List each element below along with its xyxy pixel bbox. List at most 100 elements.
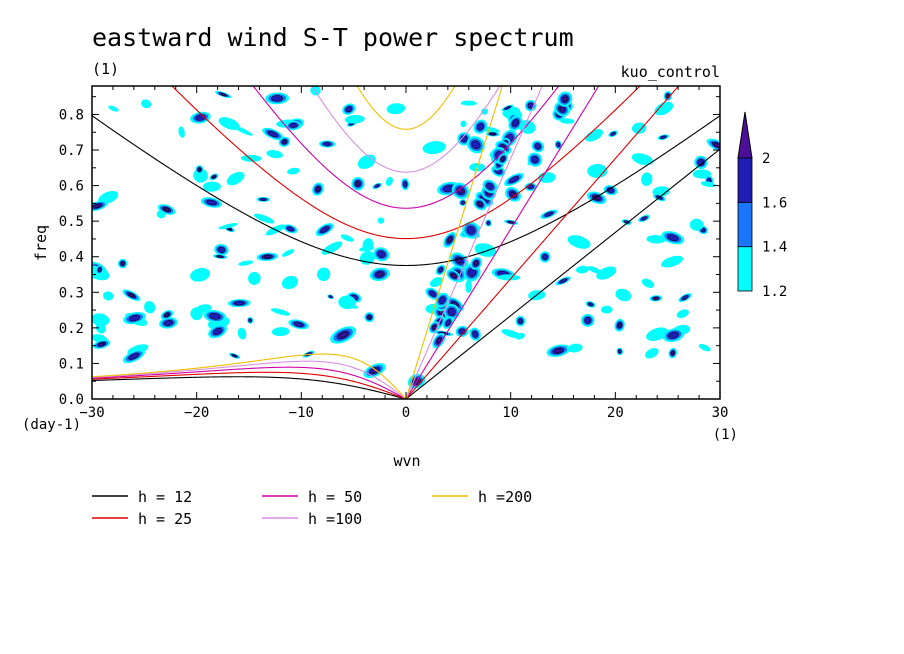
power-blob [285, 120, 302, 131]
power-blob [587, 191, 607, 205]
y-axis-unit: (day-1) [22, 417, 81, 433]
x-axis-title: wvn [393, 452, 420, 470]
power-blob [482, 179, 498, 194]
power-blob [190, 268, 211, 282]
colorbar-segment [737, 201, 753, 248]
power-blob [312, 182, 324, 196]
dispersion-curve [92, 360, 406, 399]
power-blob [469, 327, 481, 341]
power-blob [208, 324, 228, 339]
power-blob [443, 232, 457, 248]
dispersion-curve [92, 371, 406, 399]
dispersion-curves [92, 86, 720, 399]
power-blob [228, 352, 241, 359]
power-blob [649, 295, 663, 302]
power-blob [98, 190, 119, 205]
power-blob [641, 278, 655, 288]
dispersion-curve [311, 86, 501, 173]
x-tick-label: 20 [607, 405, 624, 421]
power-blob [531, 140, 545, 153]
power-blob [481, 108, 488, 115]
power-blob [657, 134, 670, 140]
power-blob [485, 131, 500, 137]
power-blob [278, 136, 291, 147]
chart-subtitle-right: kuo_control [621, 63, 720, 81]
power-blob [317, 267, 331, 282]
power-blob [214, 90, 232, 99]
power-blob [435, 292, 450, 308]
power-blob [202, 181, 221, 192]
power-blob [108, 105, 119, 112]
dispersion-curve [92, 353, 406, 399]
dispersion-curve [171, 86, 641, 240]
power-blob [676, 309, 689, 319]
power-blob [631, 153, 654, 166]
power-blob [527, 152, 543, 167]
power-blob [700, 181, 716, 188]
power-blob [460, 120, 467, 128]
x-tick-label: 30 [712, 405, 729, 421]
power-blob [706, 138, 720, 152]
power-blob [209, 173, 219, 181]
power-blob [422, 141, 446, 155]
y-axis-title: freq [32, 225, 50, 261]
power-blob [443, 304, 460, 320]
power-blob [265, 92, 290, 105]
power-blob [600, 305, 613, 314]
power-blob [557, 91, 573, 107]
power-blob [515, 315, 526, 327]
y-tick-label: 0.7 [59, 143, 84, 159]
power-blob [615, 288, 632, 302]
power-blob [661, 255, 684, 268]
power-blob [663, 90, 672, 101]
power-blob [270, 308, 291, 316]
power-blob [159, 317, 178, 329]
power-blob [344, 114, 365, 124]
power-blob [646, 327, 669, 341]
power-blob [351, 176, 365, 191]
power-blob [608, 130, 618, 138]
x-tick-label: −10 [289, 405, 314, 421]
power-blob [196, 304, 212, 313]
power-blob [282, 249, 295, 257]
power-blob [377, 217, 385, 224]
power-blob [214, 244, 229, 256]
power-blob [504, 186, 522, 202]
x-tick-label: 0 [402, 405, 410, 421]
power-blob [596, 266, 617, 280]
colorbar-segment [737, 246, 753, 292]
power-blob [364, 312, 375, 323]
power-blob [203, 309, 227, 323]
power-blob [218, 223, 238, 230]
power-blob [614, 318, 625, 332]
colorbar-label: 1.6 [762, 195, 787, 211]
axis-tick-labels: −30 −20 −10 0 10 20 30 0.0 0.1 0.2 0.3 0.4 0.5 0.6 0.7… [59, 107, 729, 421]
dispersion-curve [356, 86, 456, 130]
power-blob [504, 172, 524, 187]
legend-entry: h =100 [308, 510, 362, 528]
power-blob [631, 122, 647, 134]
power-blob [641, 172, 653, 187]
power-blob [501, 104, 514, 112]
power-blob [256, 252, 279, 261]
power-blob [585, 129, 604, 142]
power-blob [401, 178, 410, 191]
power-blob [546, 344, 571, 357]
legend-entry: h = 12 [138, 488, 192, 506]
power-blob [465, 279, 472, 293]
y-tick-label: 0.4 [59, 250, 84, 266]
plot-frame [91, 85, 721, 400]
y-tick-label: 0.2 [59, 321, 84, 337]
legend-entry: h =200 [478, 488, 532, 506]
power-blob [698, 343, 711, 352]
power-blob [288, 319, 309, 330]
power-blob [538, 172, 556, 183]
power-blob [122, 349, 145, 364]
power-blob [262, 127, 284, 141]
y-tick-label: 0.0 [59, 392, 84, 408]
power-blob [473, 119, 488, 134]
chart-subtitle-left: (1) [92, 60, 119, 78]
colorbar-arrow [737, 111, 753, 159]
power-blob [92, 313, 110, 326]
